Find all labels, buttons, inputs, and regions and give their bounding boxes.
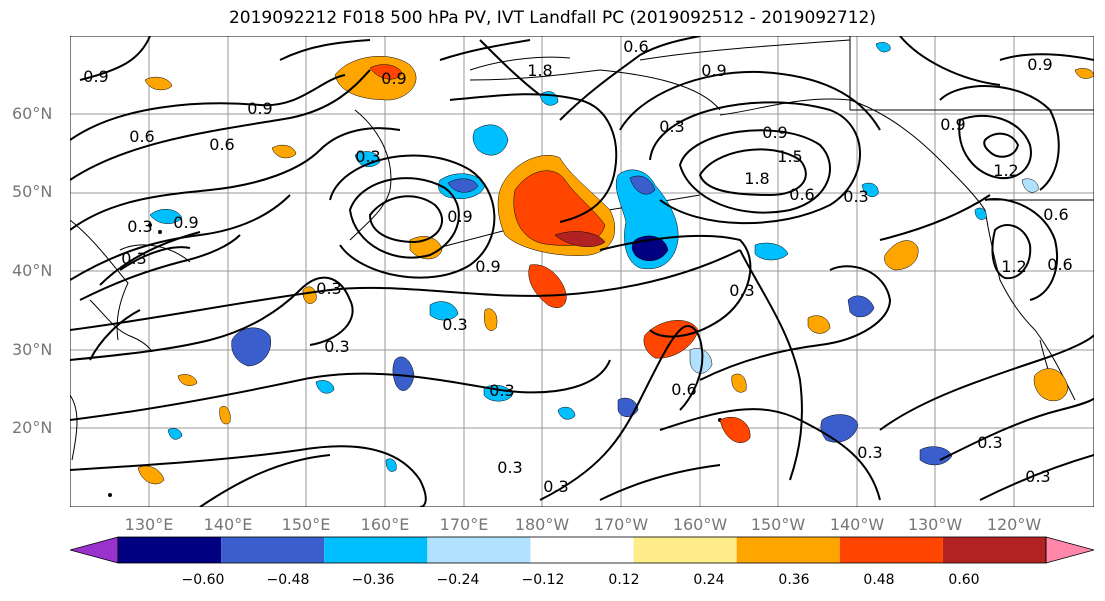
contour-label: 0.9 <box>247 99 272 118</box>
lat-label-60n: 60°N <box>12 104 53 123</box>
contour-label: 0.6 <box>623 37 648 56</box>
colorbar-segment <box>221 537 325 563</box>
lat-label-30n: 30°N <box>12 340 53 359</box>
colorbar-tick: −0.24 <box>436 572 480 588</box>
contour-label: 0.6 <box>129 127 154 146</box>
lon-label-150w: 150°W <box>750 515 806 534</box>
colorbar-tick: 0.36 <box>778 572 810 588</box>
colorbar-tick: 0.60 <box>948 572 980 588</box>
colorbar-segment <box>118 537 222 563</box>
colorbar-segment <box>70 536 119 564</box>
colorbar-segment <box>427 537 531 563</box>
lon-label-150e: 150°E <box>281 515 331 534</box>
contour-label: 0.3 <box>543 477 568 496</box>
contour-label: 0.3 <box>324 337 349 356</box>
lon-label-140w: 140°W <box>829 515 885 534</box>
colorbar-segment <box>633 537 737 563</box>
colorbar-segment <box>942 537 1046 563</box>
lon-label-170w: 170°W <box>593 515 649 534</box>
contour-label: 1.5 <box>777 147 802 166</box>
contour-label: 0.3 <box>857 443 882 462</box>
contour-label: 0.3 <box>977 433 1002 452</box>
contour-label: 0.9 <box>447 207 472 226</box>
coastlines <box>70 36 1094 461</box>
map-title: 2019092212 F018 500 hPa PV, IVT Landfall… <box>228 8 876 28</box>
contour-label: 0.6 <box>209 135 234 154</box>
lon-label-170e: 170°E <box>439 515 489 534</box>
contour-label: 0.3 <box>355 147 380 166</box>
colorbar-tick: 0.24 <box>693 572 725 588</box>
contour-label: 0.9 <box>83 67 108 86</box>
contour-label: 0.9 <box>701 61 726 80</box>
lat-label-40n: 40°N <box>12 261 53 280</box>
contour-label: 0.3 <box>316 279 341 298</box>
contour-label: 0.3 <box>127 217 152 236</box>
colorbar-segment <box>530 537 634 563</box>
pv-contours <box>70 36 1094 507</box>
contour-label: 1.2 <box>993 161 1018 180</box>
colorbar-tick: −0.12 <box>521 572 565 588</box>
lon-label-120w: 120°W <box>986 515 1042 534</box>
map-panel: 0.6 0.9 1.8 0.9 0.9 0.9 0.6 0.9 0.3 0.6 … <box>70 36 1094 507</box>
colorbar-tick: −0.48 <box>266 572 310 588</box>
colorbar <box>70 536 1094 564</box>
colorbar-tick: 0.48 <box>863 572 895 588</box>
pv-patches <box>137 42 1094 485</box>
contour-label: 1.8 <box>744 169 769 188</box>
lon-label-140e: 140°E <box>203 515 253 534</box>
contour-label: 0.3 <box>497 458 522 477</box>
contour-label: 0.3 <box>659 117 684 136</box>
colorbar-segment <box>1045 536 1094 564</box>
contour-label: 1.8 <box>527 61 552 80</box>
contour-label: 0.6 <box>671 380 696 399</box>
contour-label: 1.2 <box>1001 257 1026 276</box>
contour-labels: 0.6 0.9 1.8 0.9 0.9 0.9 0.6 0.9 0.3 0.6 … <box>83 37 1072 496</box>
contour-label: 0.9 <box>173 213 198 232</box>
contour-label: 0.3 <box>121 249 146 268</box>
contour-label: 0.3 <box>843 187 868 206</box>
contour-label: 0.9 <box>475 257 500 276</box>
lon-label-130e: 130°E <box>124 515 174 534</box>
lon-label-180w: 180°W <box>514 515 570 534</box>
colorbar-tick: −0.36 <box>351 572 395 588</box>
contour-label: 0.9 <box>1027 55 1052 74</box>
colorbar-segment <box>736 537 840 563</box>
lat-label-50n: 50°N <box>12 182 53 201</box>
contour-label: 0.3 <box>489 381 514 400</box>
contour-label: 0.9 <box>762 123 787 142</box>
contour-label: 0.3 <box>729 281 754 300</box>
lat-label-20n: 20°N <box>12 418 53 437</box>
lon-label-160e: 160°E <box>360 515 410 534</box>
colorbar-segment <box>839 537 943 563</box>
colorbar-border <box>117 536 1047 564</box>
colorbar-segment <box>324 537 428 563</box>
contour-label: 0.6 <box>789 185 814 204</box>
contour-label: 0.6 <box>1043 205 1068 224</box>
colorbar-tick: −0.60 <box>181 572 225 588</box>
lon-label-160w: 160°W <box>672 515 728 534</box>
contour-label: 0.3 <box>1025 467 1050 486</box>
colorbar-tick: 0.12 <box>608 572 640 588</box>
contour-label: 0.3 <box>442 315 467 334</box>
contour-label: 0.9 <box>940 115 965 134</box>
contour-label: 0.9 <box>381 69 406 88</box>
lon-label-130w: 130°W <box>907 515 963 534</box>
contour-label: 0.6 <box>1047 255 1072 274</box>
